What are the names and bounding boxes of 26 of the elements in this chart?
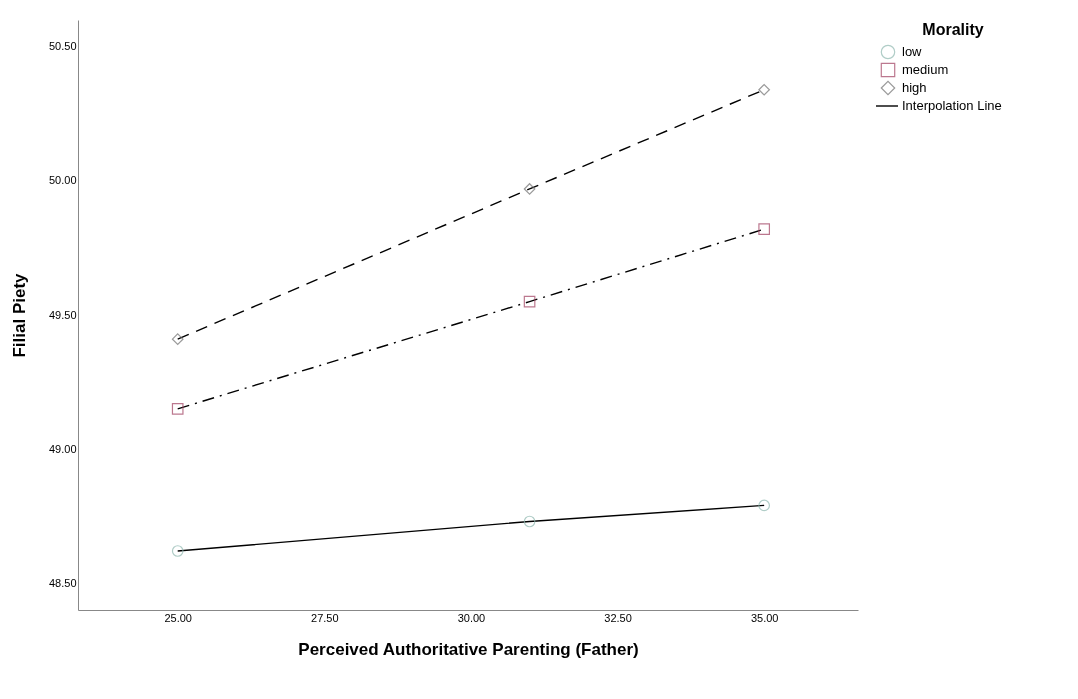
legend-label: low — [902, 44, 923, 59]
legend-label: medium — [902, 62, 949, 77]
point — [523, 295, 536, 308]
point — [171, 403, 184, 415]
x-tick-label: 35.00 — [750, 611, 779, 624]
point — [758, 223, 771, 236]
y-tick-label: 48.50 — [48, 576, 77, 589]
y-tick-label: 49.00 — [48, 442, 77, 455]
x-axis-title: Perceived Authoritative Parenting (Father) — [298, 639, 639, 659]
point — [523, 183, 536, 195]
point — [523, 515, 536, 528]
point — [171, 545, 184, 557]
y-tick-label: 50.50 — [48, 40, 77, 53]
point — [171, 333, 184, 345]
text: Interpolation Line — [902, 98, 1002, 113]
y-tick-label: 49.50 — [48, 308, 77, 321]
y-axis-title: Filial Piety — [9, 272, 29, 358]
y-tick-label: 50.00 — [48, 174, 77, 187]
x-tick-label: 25.00 — [164, 611, 192, 624]
x-tick-label: 27.50 — [311, 611, 339, 624]
legend-title: Morality — [922, 21, 984, 38]
x-tick-label: 30.00 — [457, 611, 486, 624]
x-tick-label: 32.50 — [604, 611, 632, 624]
legend-label: high — [902, 80, 927, 95]
point — [758, 499, 771, 512]
point — [758, 83, 771, 96]
